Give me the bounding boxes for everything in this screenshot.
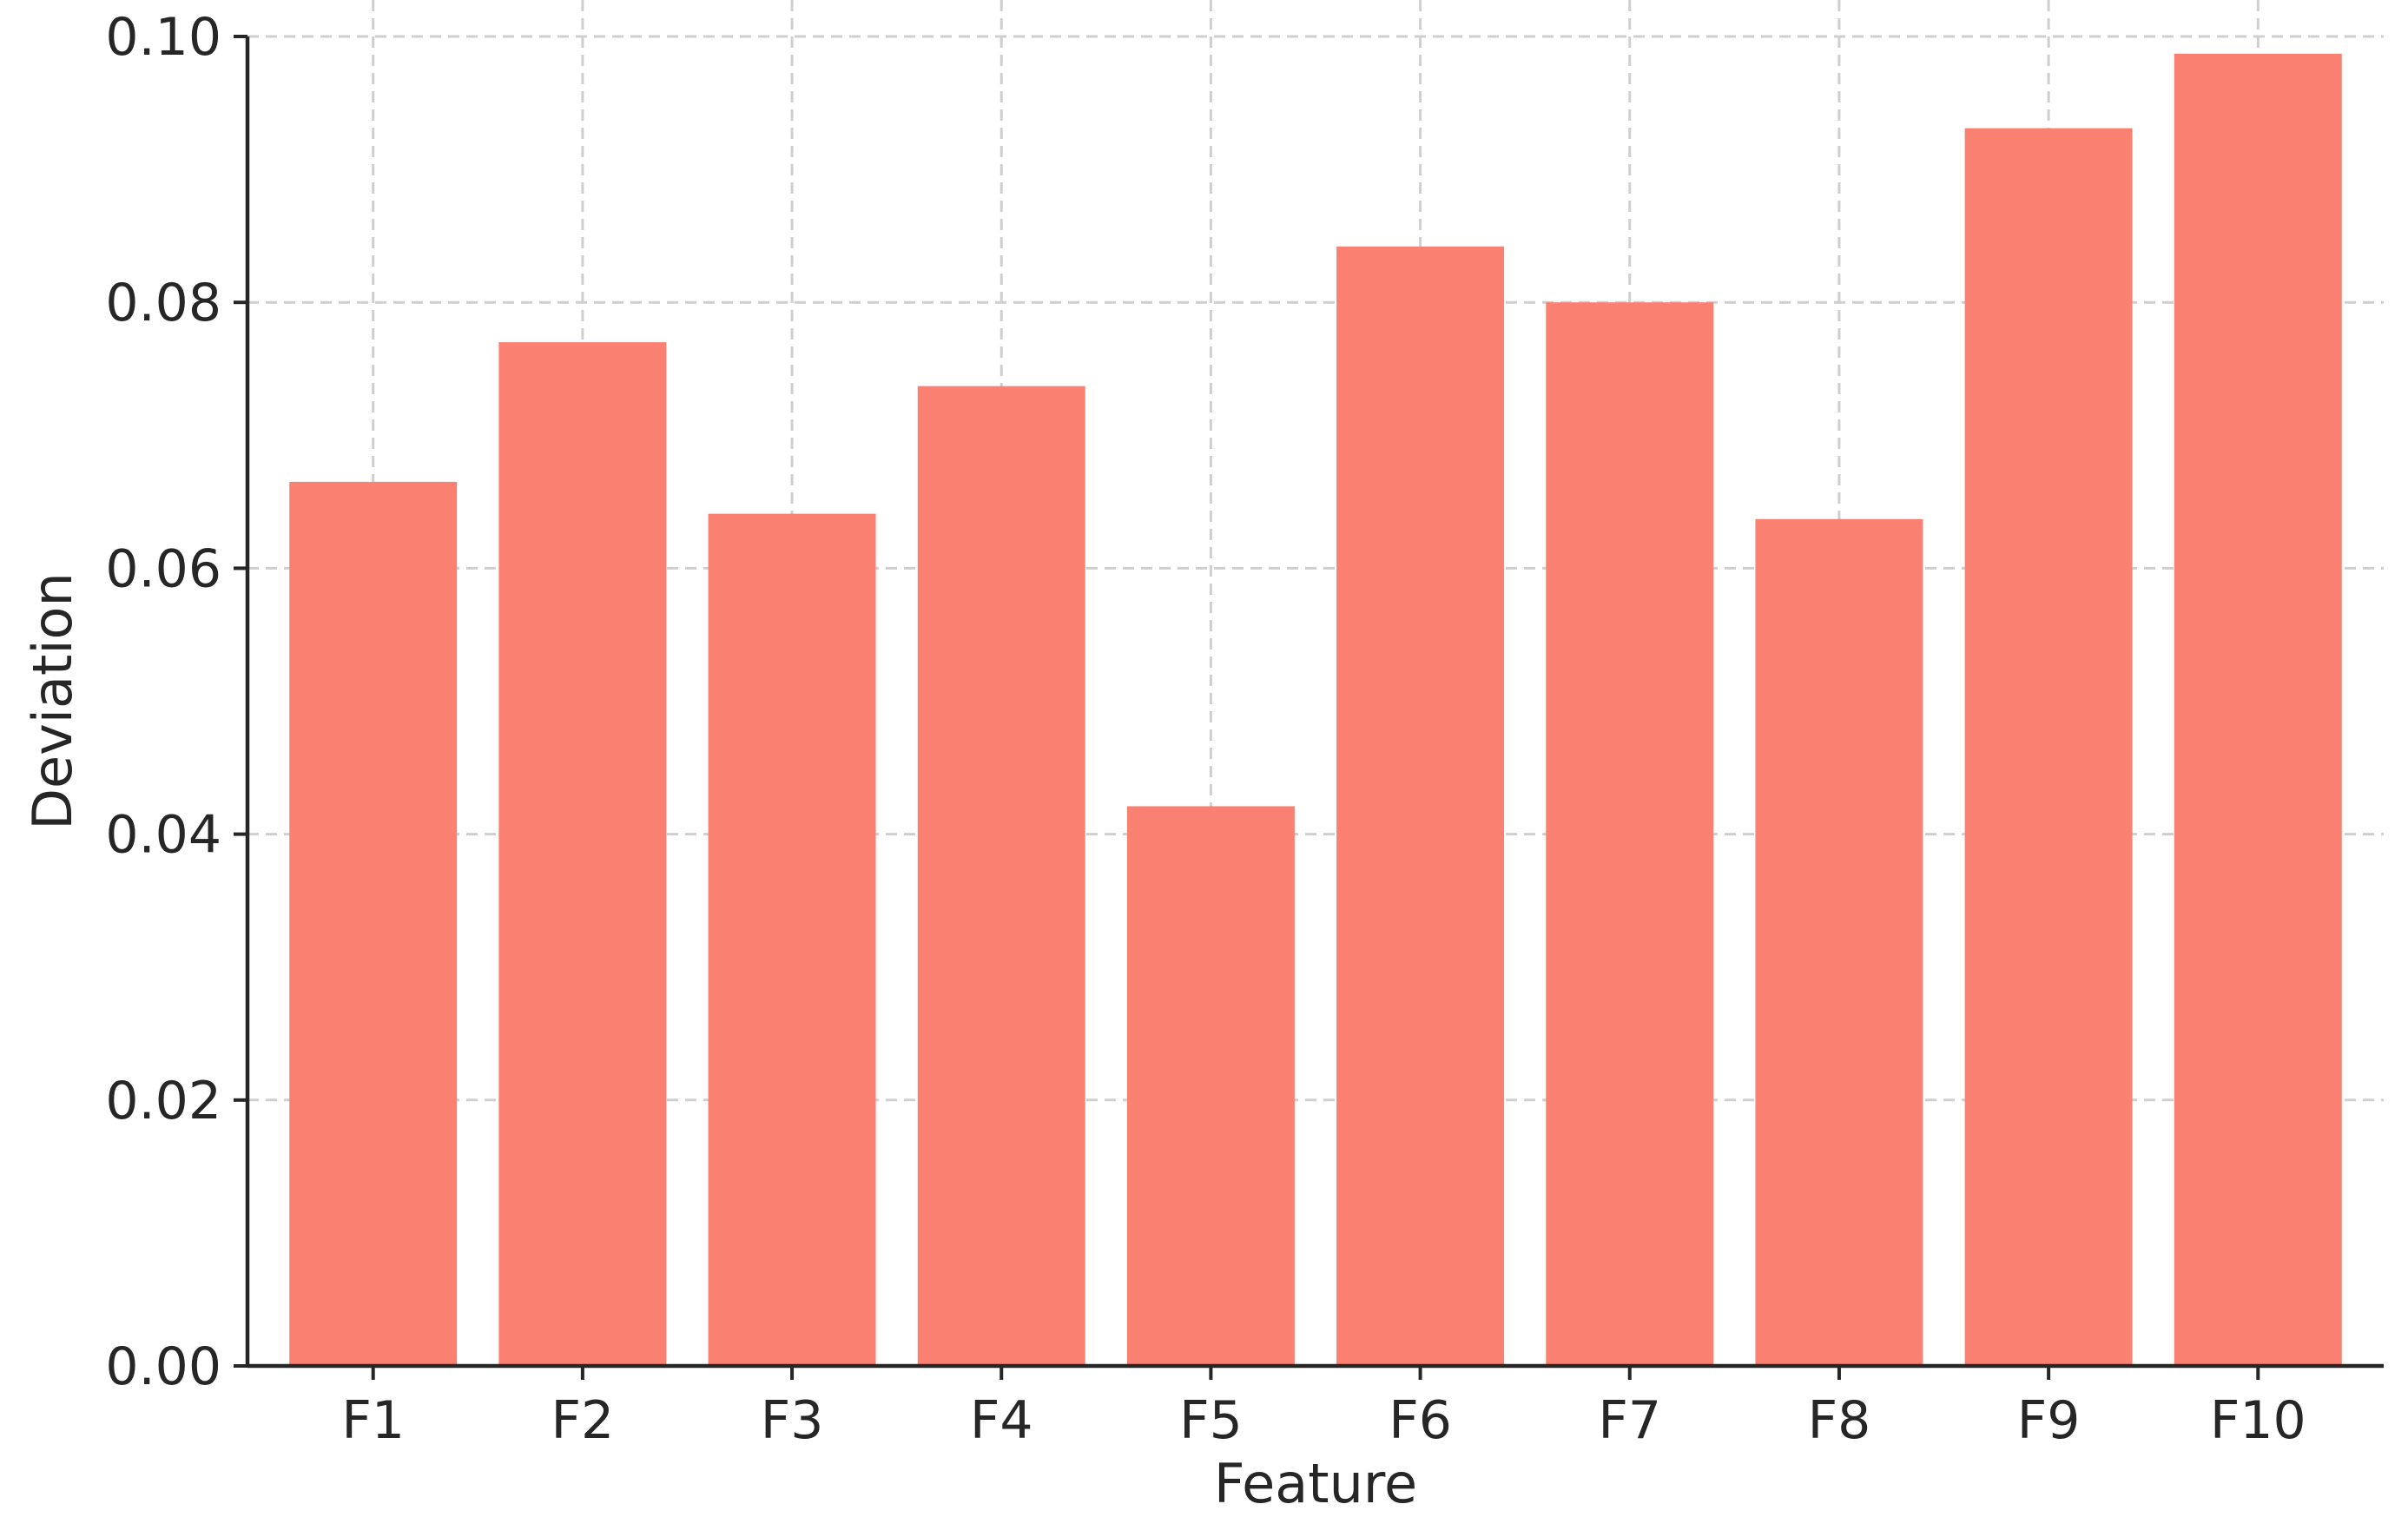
x-tick-label: F5 bbox=[1179, 1390, 1243, 1451]
y-tick-label: 0.00 bbox=[105, 1336, 221, 1397]
bar bbox=[289, 481, 458, 1366]
bar bbox=[1336, 246, 1505, 1367]
bar bbox=[498, 342, 667, 1366]
bar bbox=[1755, 518, 1923, 1366]
bar bbox=[1546, 302, 1714, 1367]
x-tick-label: F2 bbox=[551, 1390, 615, 1451]
axes-layer bbox=[245, 36, 2384, 1369]
bar bbox=[917, 386, 1085, 1366]
y-tick-label: 0.10 bbox=[105, 7, 221, 68]
x-tick-label: F10 bbox=[2210, 1390, 2306, 1451]
ticks-layer: 0.00 0.02 0.04 0.06 0.08 0.10 F1 F2 F3 F4 F5 F6 F7 F8… bbox=[105, 7, 2306, 1451]
bar bbox=[2174, 53, 2342, 1367]
bar bbox=[1964, 128, 2133, 1366]
y-tick-label: 0.04 bbox=[105, 805, 221, 866]
x-tick-label: F4 bbox=[970, 1390, 1033, 1451]
x-tick-label: F8 bbox=[1808, 1390, 1871, 1451]
x-tick-label: F1 bbox=[341, 1390, 405, 1451]
x-tick-label: F9 bbox=[2017, 1390, 2081, 1451]
bar bbox=[1126, 806, 1295, 1366]
y-tick-label: 0.06 bbox=[105, 538, 221, 599]
bars-layer bbox=[289, 53, 2342, 1367]
y-axis-title: Deviation bbox=[21, 572, 84, 830]
x-tick-label: F7 bbox=[1598, 1390, 1661, 1451]
x-tick-label: F6 bbox=[1389, 1390, 1452, 1451]
bar bbox=[708, 513, 876, 1366]
x-axis-title: Feature bbox=[1214, 1452, 1417, 1515]
x-tick-label: F3 bbox=[761, 1390, 824, 1451]
y-tick-label: 0.08 bbox=[105, 273, 221, 333]
y-tick-label: 0.02 bbox=[105, 1071, 221, 1131]
